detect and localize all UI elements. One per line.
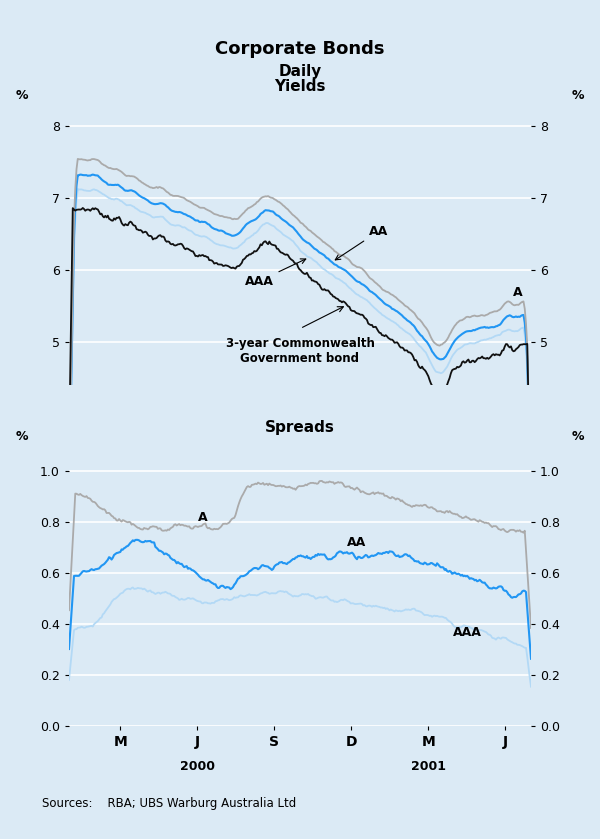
Text: AAA: AAA — [453, 626, 482, 638]
Text: 2001: 2001 — [411, 760, 446, 774]
Text: %: % — [572, 89, 584, 102]
Text: A: A — [513, 285, 523, 299]
Text: 2000: 2000 — [180, 760, 215, 774]
Text: AA: AA — [347, 536, 366, 549]
Text: A: A — [198, 511, 208, 524]
Text: %: % — [16, 89, 28, 102]
Text: Spreads: Spreads — [265, 420, 335, 435]
Text: Daily: Daily — [278, 64, 322, 79]
Text: AA: AA — [335, 225, 388, 260]
Text: Corporate Bonds: Corporate Bonds — [215, 39, 385, 58]
Text: %: % — [572, 430, 584, 443]
Text: 3-year Commonwealth
Government bond: 3-year Commonwealth Government bond — [226, 337, 374, 365]
Text: Yields: Yields — [274, 79, 326, 94]
Text: %: % — [16, 430, 28, 443]
Text: AAA: AAA — [245, 259, 306, 288]
Text: Sources:    RBA; UBS Warburg Australia Ltd: Sources: RBA; UBS Warburg Australia Ltd — [42, 797, 296, 810]
